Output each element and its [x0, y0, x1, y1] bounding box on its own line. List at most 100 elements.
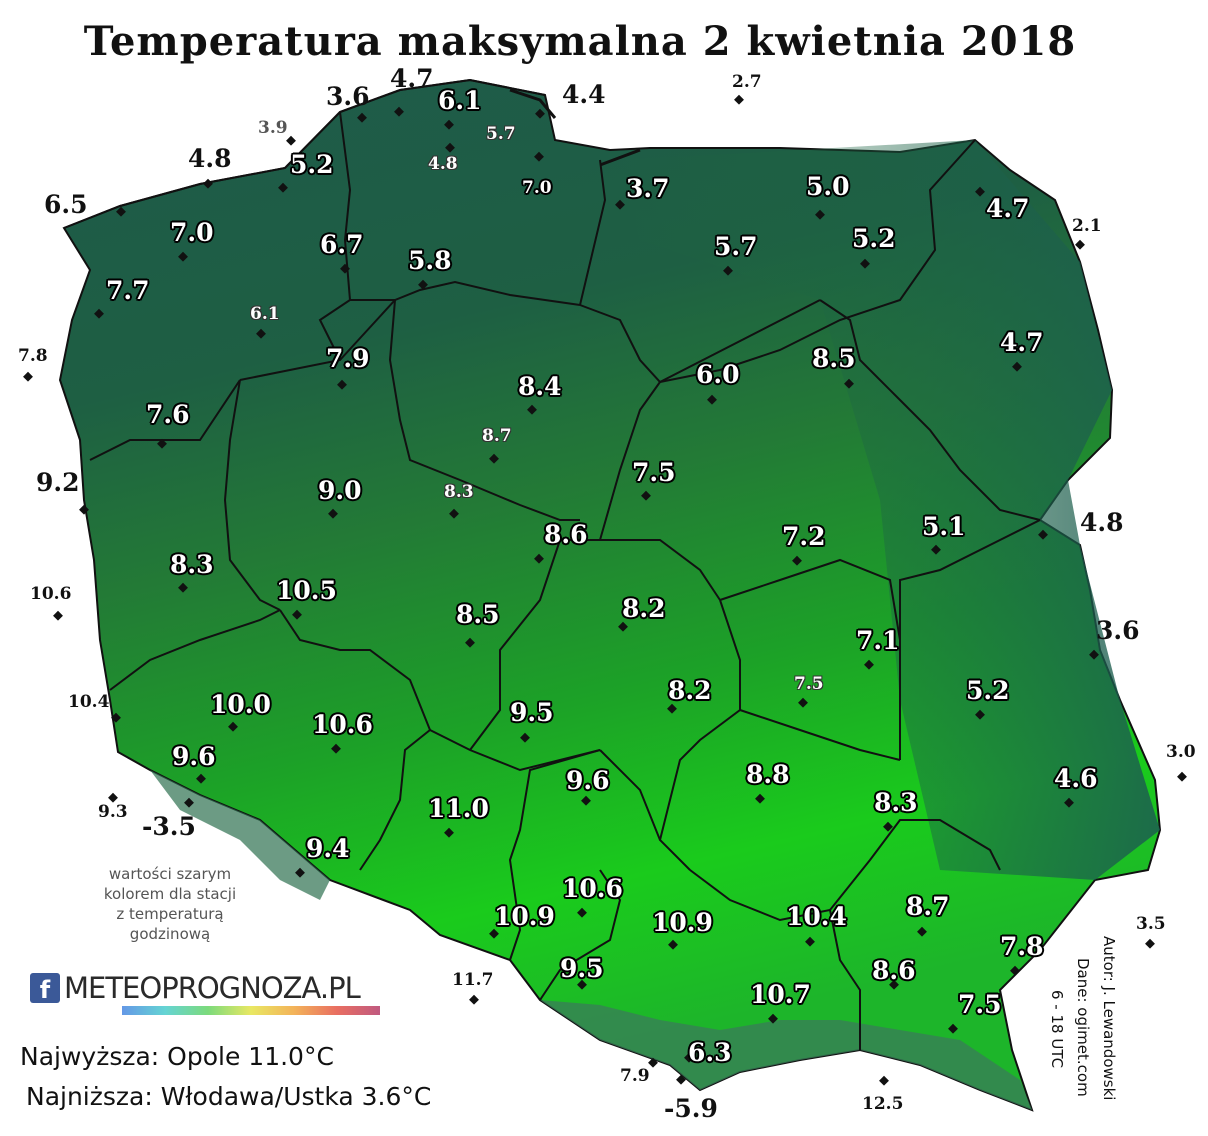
station-value: 8.8 [746, 760, 790, 789]
station-value: 11.0 [428, 794, 489, 823]
station-value: 3.6 [1096, 616, 1140, 645]
station-value: 5.1 [922, 512, 966, 541]
station-value-hourly: 7.5 [794, 674, 824, 694]
station-value: 7.7 [106, 276, 150, 305]
highest-temp: Najwyższa: Opole 11.0°C [20, 1042, 334, 1071]
station-value: 9.5 [510, 698, 554, 727]
station-value: 8.6 [872, 956, 916, 985]
station-value: 4.6 [1054, 764, 1098, 793]
station-value-hourly: 6.1 [250, 304, 280, 324]
station-value: 4.7 [986, 194, 1030, 223]
station-value: 2.1 [1072, 216, 1102, 236]
station-value: 10.5 [276, 576, 337, 605]
station-value: 8.2 [622, 594, 666, 623]
mountain-band [150, 770, 330, 900]
station-value: 7.0 [522, 178, 552, 198]
hourly-note: wartości szarym kolorem dla stacji z tem… [80, 864, 260, 944]
station-value: 9.0 [318, 476, 362, 505]
station-value: 7.2 [782, 522, 826, 551]
station-value: 3.7 [626, 174, 670, 203]
station-value: 5.0 [806, 172, 850, 201]
station-value: 9.4 [306, 834, 350, 863]
credits-period: 6 - 18 UTC [1048, 990, 1066, 1069]
station-value: 4.7 [1000, 328, 1044, 357]
station-value: 10.9 [494, 902, 555, 931]
logo-color-bar [122, 1006, 380, 1015]
station-value: 3.5 [1136, 914, 1166, 934]
station-value: 6.1 [438, 86, 482, 115]
station-value: 6.5 [44, 190, 88, 219]
station-value: 4.8 [188, 144, 232, 173]
station-value: 7.5 [958, 990, 1002, 1019]
station-value: 7.1 [856, 626, 900, 655]
station-value: -3.5 [142, 812, 196, 841]
station-value: -5.9 [664, 1094, 718, 1123]
station-value: 6.0 [696, 360, 740, 389]
station-value-hourly: 8.3 [444, 482, 474, 502]
station-value: 12.5 [862, 1094, 904, 1114]
station-value: 10.4 [786, 902, 847, 931]
station-value: 8.3 [874, 788, 918, 817]
station-value-hourly: 5.7 [486, 124, 516, 144]
station-value: 2.7 [732, 72, 762, 92]
station-value: 11.7 [452, 970, 494, 990]
logo-text: METEOPROGNOZA.PL [64, 971, 361, 1005]
lowest-temp: Najniższa: Włodawa/Ustka 3.6°C [26, 1082, 432, 1111]
station-value: 8.7 [906, 892, 950, 921]
station-value: 7.6 [146, 400, 190, 429]
station-value: 3.0 [1166, 742, 1196, 762]
station-value: 5.7 [714, 232, 758, 261]
station-value: 6.3 [688, 1038, 732, 1067]
station-value: 8.6 [544, 520, 588, 549]
station-value: 10.9 [652, 908, 713, 937]
vistula-spit [599, 148, 641, 167]
station-value: 7.9 [620, 1066, 650, 1086]
station-value: 10.4 [68, 692, 110, 712]
station-value: 3.6 [326, 82, 370, 111]
credits-author: Autor: J. Lewandowski [1100, 936, 1118, 1101]
tatra-band [540, 1000, 1032, 1110]
note-line: wartości szarym [108, 865, 232, 883]
station-value: 9.2 [36, 468, 80, 497]
station-value: 7.8 [1000, 932, 1044, 961]
map-title: Temperatura maksymalna 2 kwietnia 2018 [83, 18, 1077, 65]
note-line: godzinową [129, 925, 211, 943]
note-line: kolorem dla stacji [103, 885, 237, 903]
station-value: 9.3 [98, 802, 128, 822]
station-value: 10.0 [210, 690, 271, 719]
voivodeship-borders [89, 111, 1041, 1050]
credits-source: Dane: ogimet.com [1074, 958, 1092, 1097]
station-value: 8.5 [812, 344, 856, 373]
note-line: z temperaturą [116, 905, 224, 923]
station-value: 9.6 [172, 742, 216, 771]
station-value: 8.3 [170, 550, 214, 579]
station-value: 8.2 [668, 676, 712, 705]
station-value: 7.0 [170, 218, 214, 247]
station-value: 7.9 [326, 344, 370, 373]
station-value: 10.6 [312, 710, 373, 739]
station-value: 7.5 [632, 458, 676, 487]
station-value: 5.2 [290, 150, 334, 179]
facebook-icon: f [30, 973, 60, 1004]
station-value: 9.6 [566, 766, 610, 795]
station-value: 10.6 [562, 874, 623, 903]
meteoprognoza-logo: f METEOPROGNOZA.PL [30, 968, 361, 1008]
station-value: 5.2 [852, 224, 896, 253]
station-value-hourly: 4.8 [428, 154, 458, 174]
station-value: 7.8 [18, 346, 48, 366]
station-value: 8.4 [518, 372, 562, 401]
station-value-hourly: 3.9 [258, 118, 288, 138]
baltic-coast [63, 78, 546, 229]
station-value: 8.5 [456, 600, 500, 629]
station-value-hourly: 8.7 [482, 426, 512, 446]
east-dark-zone [620, 140, 1160, 880]
hel-peninsula [509, 88, 557, 119]
station-value: 6.7 [320, 230, 364, 259]
station-value: 5.2 [966, 676, 1010, 705]
station-value: 4.7 [390, 64, 434, 93]
station-value: 10.6 [30, 584, 72, 604]
station-value: 5.8 [408, 246, 452, 275]
station-value: 10.7 [750, 980, 811, 1009]
